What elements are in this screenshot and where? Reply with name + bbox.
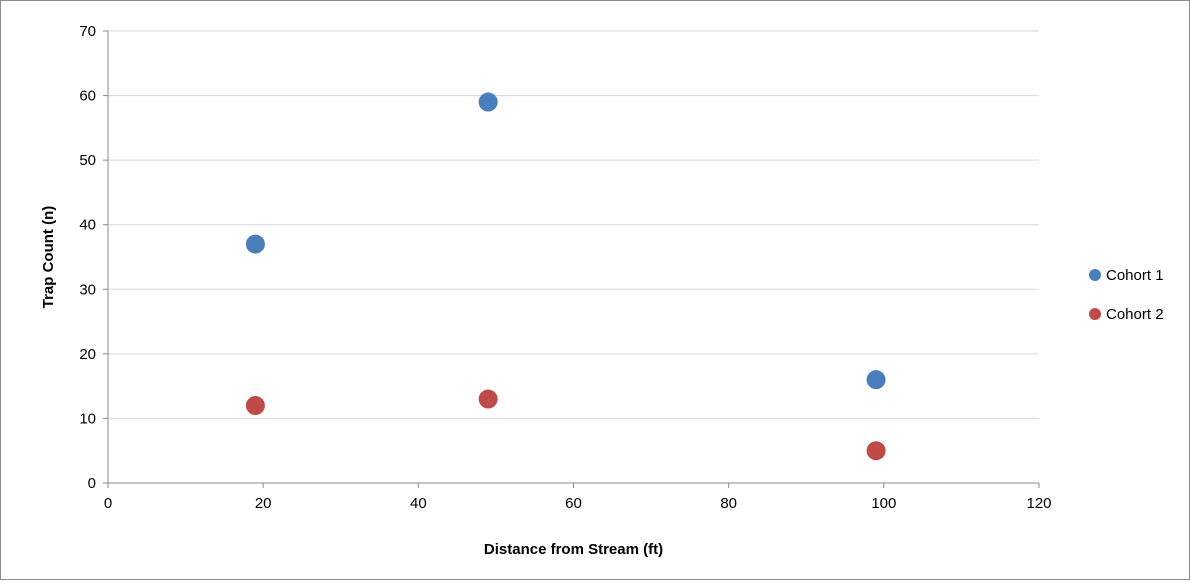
y-tick-label: 60 bbox=[79, 88, 96, 105]
x-tick-label: 120 bbox=[1026, 495, 1051, 512]
x-axis-title: Distance from Stream (ft) bbox=[484, 541, 663, 558]
y-tick-label: 10 bbox=[79, 410, 96, 427]
y-tick-label: 20 bbox=[79, 346, 96, 363]
y-tick-label: 40 bbox=[79, 217, 96, 234]
data-point-series-2 bbox=[478, 389, 498, 409]
data-point-series-2 bbox=[866, 441, 886, 461]
x-tick-label: 20 bbox=[255, 495, 272, 512]
y-tick-label: 50 bbox=[79, 152, 96, 169]
y-tick-label: 70 bbox=[79, 23, 96, 40]
y-tick-label: 0 bbox=[88, 475, 96, 492]
legend-marker-series-1 bbox=[1089, 269, 1101, 281]
x-tick-label: 80 bbox=[720, 495, 737, 512]
legend-label-series-1: Cohort 1 bbox=[1106, 267, 1164, 284]
y-tick-label: 30 bbox=[79, 281, 96, 298]
x-tick-label: 40 bbox=[410, 495, 427, 512]
legend-label-series-2: Cohort 2 bbox=[1106, 306, 1164, 323]
x-tick-label: 100 bbox=[871, 495, 896, 512]
legend-marker-series-2 bbox=[1089, 308, 1101, 320]
data-point-series-2 bbox=[245, 396, 265, 416]
data-point-series-1 bbox=[478, 92, 498, 112]
x-tick-label: 0 bbox=[104, 495, 112, 512]
data-point-series-1 bbox=[245, 234, 265, 254]
data-point-series-1 bbox=[866, 370, 886, 390]
gridlines bbox=[108, 30, 1039, 419]
legend: Cohort 1 Cohort 2 bbox=[1089, 267, 1164, 323]
y-axis-title: Trap Count (n) bbox=[40, 206, 57, 308]
tick-labels: 0 10 20 30 40 50 60 70 0 20 40 60 80 100 120 bbox=[79, 23, 1051, 512]
axes bbox=[103, 30, 1040, 488]
x-tick-label: 60 bbox=[565, 495, 582, 512]
data-points bbox=[245, 92, 886, 461]
